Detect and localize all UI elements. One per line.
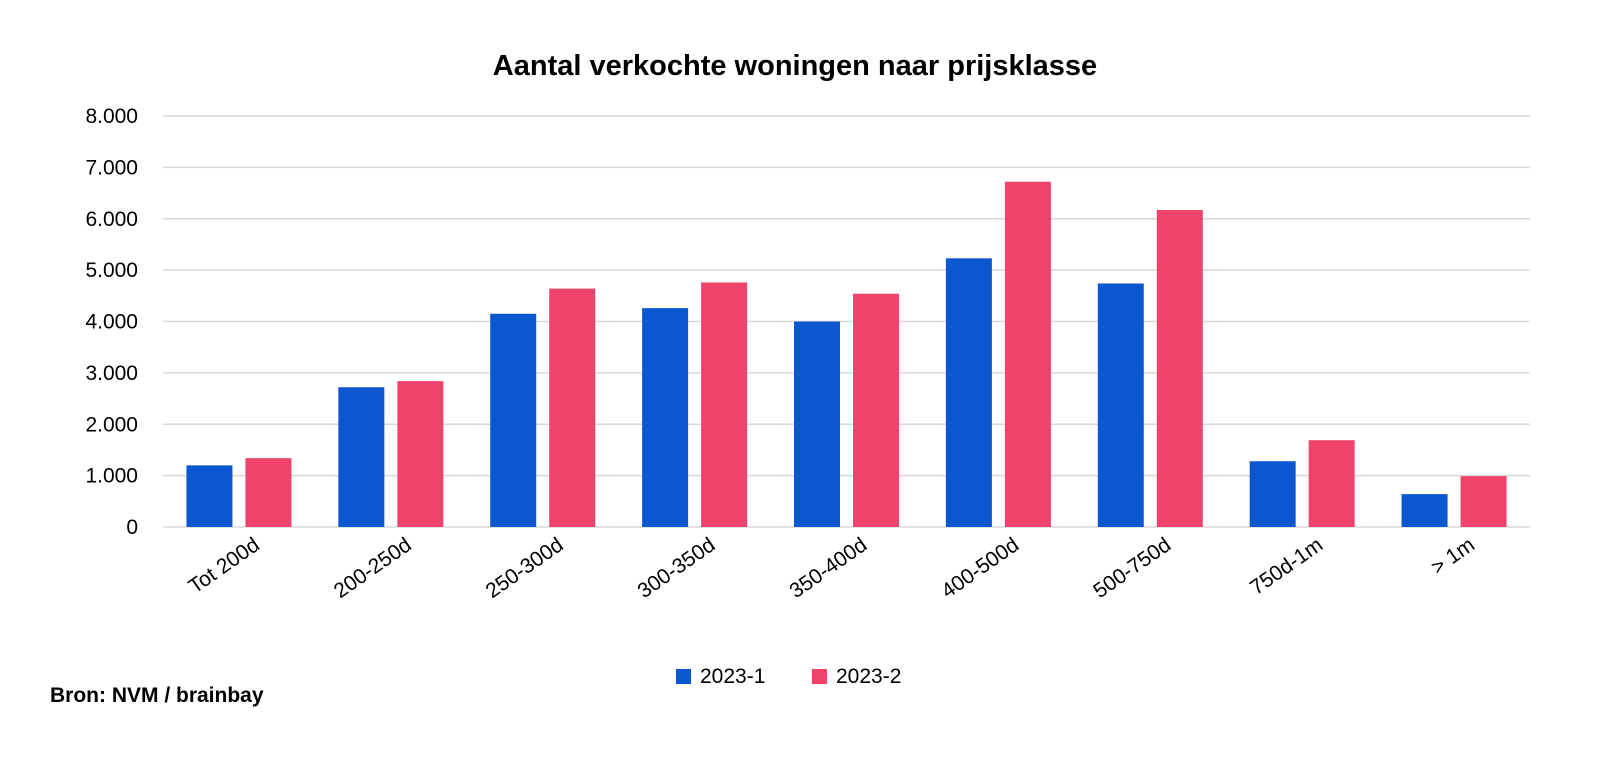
- legend-label-2023-1: 2023-1: [700, 665, 765, 688]
- gridlines: [163, 115, 1530, 528]
- x-tick-label: Tot 200d: [185, 533, 264, 598]
- legend-swatch-2023-2: [812, 669, 827, 684]
- bar-2023-1-8: [1249, 461, 1296, 527]
- bar-2023-1-3: [490, 313, 537, 527]
- bar-2023-1-5: [794, 321, 840, 527]
- bar-2023-2-5: [853, 293, 899, 527]
- legend-label-2023-2: 2023-2: [836, 665, 901, 688]
- bar-2023-2-7: [1156, 210, 1203, 528]
- x-tick-label: 250-300d: [482, 533, 568, 603]
- x-tick-label: 300-350d: [634, 533, 720, 603]
- x-tick-label: 350-400d: [785, 533, 871, 603]
- bar-2023-1-4: [642, 308, 689, 527]
- y-tick-label: 8.000: [85, 105, 138, 128]
- y-tick-label: 1.000: [85, 465, 138, 488]
- x-tick-label: 750d-1m: [1246, 533, 1327, 599]
- legend-swatch-2023-1: [676, 669, 691, 684]
- bar-2023-2-2: [397, 381, 444, 527]
- x-axis-ticks: Tot 200d 200-250d 250-300d 300-350d 350-400d…: [185, 533, 1479, 603]
- bar-2023-1-7: [1097, 283, 1144, 527]
- bar-2023-2-9: [1460, 476, 1507, 527]
- bar-2023-1-9: [1401, 494, 1448, 527]
- legend: 2023-1 2023-2: [676, 665, 901, 688]
- x-tick-label: 400-500d: [937, 533, 1023, 603]
- source-note: Bron: NVM / brainbay: [50, 684, 264, 707]
- bars: [186, 181, 1507, 528]
- bar-2023-2-8: [1308, 440, 1355, 527]
- chart-title: Aantal verkochte woningen naar prijsklas…: [493, 50, 1097, 82]
- x-tick-label: 500-750d: [1089, 533, 1175, 603]
- bar-2023-2-4: [701, 282, 748, 527]
- y-tick-label: 2.000: [85, 413, 138, 436]
- y-tick-label: 7.000: [85, 156, 138, 179]
- y-tick-label: 0: [126, 516, 138, 539]
- bar-2023-1-6: [945, 258, 992, 527]
- x-tick-label: 200-250d: [330, 533, 416, 603]
- bar-2023-2-3: [549, 288, 596, 527]
- y-tick-label: 6.000: [85, 208, 138, 231]
- y-tick-label: 4.000: [85, 311, 138, 334]
- x-tick-label: > 1m: [1427, 533, 1479, 579]
- bar-2023-2-6: [1004, 181, 1051, 527]
- bar-2023-1-1: [186, 465, 233, 527]
- y-tick-label: 3.000: [85, 362, 138, 385]
- y-tick-label: 5.000: [85, 259, 138, 282]
- y-axis-ticks: 0 1.000 2.000 3.000 4.000 5.000 6.000 7.000 8.00…: [85, 105, 138, 539]
- bar-2023-2-1: [245, 458, 292, 527]
- bar-2023-1-2: [338, 387, 385, 527]
